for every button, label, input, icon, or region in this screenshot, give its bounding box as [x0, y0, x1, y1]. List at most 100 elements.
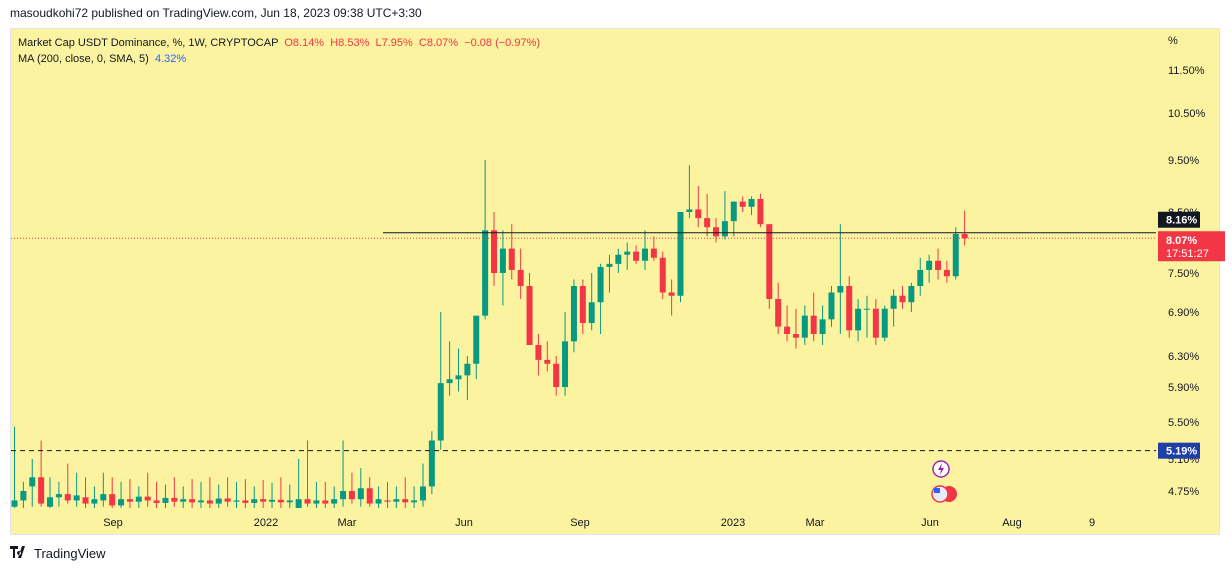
- candle-body: [606, 263, 613, 267]
- x-tick-label: 2022: [254, 517, 278, 529]
- candle-body: [890, 295, 897, 309]
- candle-body: [517, 269, 524, 286]
- candle-body: [428, 440, 435, 487]
- candle-body: [881, 308, 888, 338]
- candle-body: [837, 286, 844, 293]
- y-tick-label: 6.90%: [1168, 307, 1199, 319]
- legend-change: −0.08 (−0.97%): [464, 37, 541, 49]
- footer-brand-label: TradingView: [34, 546, 106, 561]
- candle-body: [197, 500, 204, 503]
- candle-body: [109, 494, 116, 506]
- candle-body: [251, 499, 258, 503]
- candle-body: [411, 500, 418, 503]
- candle-body: [961, 233, 968, 239]
- candle-body: [704, 218, 711, 228]
- legend-symbol: Market Cap USDT Dominance, %, 1W, CRYPTO…: [18, 37, 279, 49]
- candle-body: [118, 499, 125, 506]
- candle-body: [935, 260, 942, 270]
- y-tick-label: 5.50%: [1168, 417, 1199, 429]
- x-tick-label: Jun: [921, 517, 939, 529]
- candle-body: [144, 496, 151, 501]
- candle-body: [650, 248, 657, 258]
- candle-body: [171, 497, 178, 502]
- candle-body: [269, 499, 276, 502]
- candle-body: [224, 498, 231, 502]
- candle-body: [38, 477, 45, 504]
- candle-body: [499, 248, 506, 273]
- us-flag-canton-icon: [934, 488, 940, 493]
- candle-body: [348, 491, 355, 500]
- candle-body: [189, 499, 196, 503]
- candle-body: [819, 319, 826, 334]
- candle-body: [588, 302, 595, 323]
- candle-body: [562, 341, 569, 387]
- candle-body: [659, 257, 666, 293]
- candle-body: [20, 491, 27, 501]
- legend-indicator: MA (200, close, 0, SMA, 5): [18, 53, 149, 65]
- candle-body: [775, 299, 782, 327]
- candle-body: [304, 499, 311, 504]
- y-tick-label: 5.90%: [1168, 382, 1199, 394]
- candle-body: [233, 500, 240, 502]
- y-unit-label: %: [1168, 35, 1178, 47]
- candles-group: [11, 160, 968, 508]
- candle-body: [260, 499, 267, 502]
- candle-body: [792, 334, 799, 338]
- x-tick-label: Mar: [338, 517, 357, 529]
- candle-body: [686, 209, 693, 212]
- x-tick-label: Mar: [806, 517, 825, 529]
- candle-body: [757, 199, 764, 225]
- candle-body: [908, 286, 915, 303]
- candle-body: [855, 308, 862, 331]
- candle-body: [641, 248, 648, 261]
- candle-body: [464, 363, 471, 376]
- candle-body: [917, 269, 924, 286]
- candle-body: [482, 230, 489, 316]
- legend-low: L7.95%: [375, 37, 413, 49]
- candle-body: [739, 201, 746, 207]
- candle-body: [863, 308, 870, 310]
- x-tick-label: 9: [1089, 517, 1095, 529]
- candle-body: [668, 292, 675, 296]
- candle-body: [206, 500, 213, 504]
- x-tick-label: Sep: [103, 517, 123, 529]
- candle-body: [357, 488, 364, 500]
- candle-body: [64, 494, 71, 501]
- y-tick-label: 9.50%: [1168, 155, 1199, 167]
- candle-body: [455, 375, 462, 380]
- candle-body: [331, 499, 338, 504]
- chart-legend: Market Cap USDT Dominance, %, 1W, CRYPTO…: [18, 35, 540, 67]
- candle-body: [73, 495, 80, 501]
- legend-open: O8.14%: [284, 37, 325, 49]
- candle-body: [126, 499, 133, 502]
- candle-body: [624, 251, 631, 255]
- candle-body: [437, 383, 444, 441]
- candle-body: [633, 251, 640, 261]
- legend-ohlc-row: Market Cap USDT Dominance, %, 1W, CRYPTO…: [18, 35, 540, 51]
- candle-body: [29, 477, 36, 487]
- y-tick-label: 4.75%: [1168, 486, 1199, 498]
- candle-body: [100, 494, 107, 501]
- candle-body: [597, 266, 604, 303]
- last-price-box: [1158, 231, 1225, 262]
- candle-body: [393, 499, 400, 502]
- candle-body: [828, 292, 835, 320]
- candle-body: [846, 286, 853, 331]
- candle-body: [419, 486, 426, 501]
- candle-body: [926, 260, 933, 270]
- candle-body: [375, 499, 382, 504]
- legend-ma-row: MA (200, close, 0, SMA, 5) 4.32%: [18, 51, 540, 67]
- candle-body: [526, 286, 533, 345]
- y-tick-label: 7.50%: [1168, 268, 1199, 280]
- candle-body: [748, 199, 755, 207]
- candle-body: [810, 315, 817, 334]
- footer-brand: TradingView: [10, 546, 106, 561]
- candle-body: [730, 201, 737, 222]
- x-tick-label: Jun: [455, 517, 473, 529]
- y-tick-label: 11.50%: [1168, 65, 1205, 77]
- candle-body: [366, 488, 373, 504]
- candle-body: [535, 345, 542, 360]
- candle-body: [313, 500, 320, 504]
- candle-body: [695, 209, 702, 219]
